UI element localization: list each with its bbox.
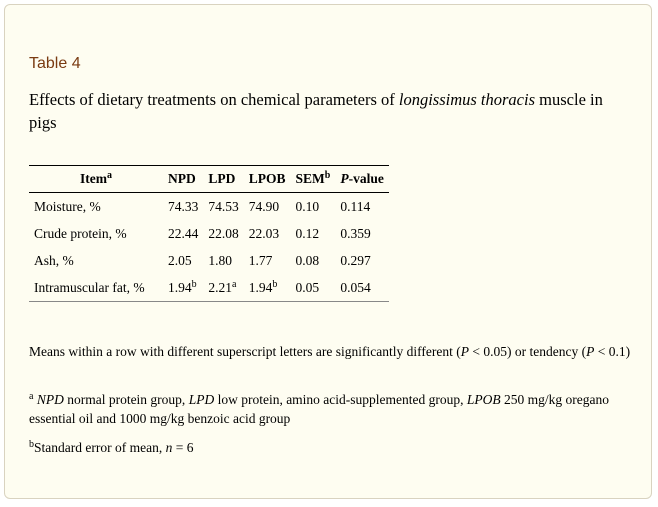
cell-lpd-value: 1.80 — [208, 252, 232, 268]
cell-lpd: 74.53 — [203, 193, 243, 221]
footnote-a: a NPD normal protein group, LPD low prot… — [29, 390, 634, 428]
table-row: Ash, % 2.05 1.80 1.77 0.08 0.297 — [29, 247, 389, 274]
row-item-label: Ash, % — [34, 252, 74, 268]
header-npd: NPD — [168, 171, 196, 186]
footnote-b-text: Standard error of mean, — [34, 440, 166, 455]
caption-text-start: Effects of dietary treatments on chemica… — [29, 90, 399, 109]
footnote-b-marker: b — [29, 439, 34, 450]
header-sem-text: SEM — [295, 171, 325, 186]
footnote-means-text-1: Means within a row with different supers… — [29, 344, 461, 359]
header-p-letter: P — [340, 171, 349, 186]
cell-sem: 0.05 — [295, 279, 320, 295]
footnote-b: bStandard error of mean, n = 6 — [29, 438, 634, 457]
footnote-a-lpob: LPOB — [466, 392, 501, 407]
table-card: Table 4 Effects of dietary treatments on… — [4, 4, 652, 499]
footnote-a-lpd: LPD — [188, 392, 215, 407]
cell-lpd-value: 22.08 — [208, 225, 239, 241]
table-caption: Effects of dietary treatments on chemica… — [29, 88, 634, 134]
cell-npd: 1.94b — [163, 274, 203, 302]
footnote-a-lpd-text: low protein, amino acid-supplemented gro… — [214, 392, 467, 407]
row-item-label: Crude protein, % — [34, 225, 127, 241]
cell-sem: 0.12 — [295, 225, 320, 241]
cell-lpd-value: 2.21 — [208, 279, 232, 295]
footnote-means-p-1: P — [460, 344, 469, 359]
cell-npd-value: 74.33 — [168, 198, 199, 214]
cell-lpd: 2.21a — [203, 274, 243, 302]
footnote-means-text-3: < 0.1) — [594, 344, 631, 359]
table-label: Table 4 — [29, 55, 81, 72]
cell-lpob-value: 1.77 — [248, 252, 273, 268]
cell-sem: 0.10 — [295, 198, 320, 214]
cell-lpob-value: 22.03 — [248, 225, 280, 241]
cell-lpob-superscript: b — [272, 278, 278, 290]
row-item-label: Moisture, % — [34, 198, 101, 214]
header-lpd: LPD — [208, 171, 236, 186]
cell-npd-value: 22.44 — [168, 225, 199, 241]
cell-npd: 2.05 — [163, 247, 203, 274]
cell-lpob-value: 74.90 — [248, 198, 280, 214]
header-row: Itema NPD LPD LPOB SEMb P-value — [29, 165, 389, 193]
cell-lpob-value: 1.94 — [248, 279, 273, 295]
header-sem-sup: b — [324, 170, 331, 181]
cell-npd-value: 2.05 — [168, 252, 192, 268]
footnote-a-marker: a — [29, 391, 34, 402]
cell-lpob: 1.94b — [244, 274, 291, 302]
header-item: Itema — [29, 166, 163, 193]
cell-lpd-superscript: a — [232, 278, 237, 290]
header-p-value: P-value — [335, 166, 389, 193]
cell-npd: 74.33 — [163, 193, 203, 221]
footnote-means-p-2: P — [586, 344, 595, 359]
header-lpob: LPOB — [248, 171, 286, 186]
caption-text-end: muscle in pigs — [29, 90, 603, 132]
cell-npd-superscript: b — [191, 278, 197, 290]
cell-lpd: 1.80 — [203, 247, 243, 274]
row-item-label: Intramuscular fat, % — [34, 279, 145, 295]
table-row: Crude protein, % 22.44 22.08 22.03 0.12 0.359 — [29, 220, 389, 247]
table-row: Intramuscular fat, % 1.94b 2.21a 1.94b 0.05 0… — [29, 274, 389, 302]
footnote-b-n: n — [165, 440, 173, 455]
cell-p-value: 0.359 — [340, 225, 371, 241]
header-item-sup: a — [107, 170, 112, 181]
cell-npd-value: 1.94 — [168, 279, 192, 295]
caption-muscle-name: longissimus thoracis — [398, 90, 536, 109]
cell-lpd-value: 74.53 — [208, 198, 239, 214]
cell-sem: 0.08 — [295, 252, 320, 268]
footnote-means-text-2: < 0.05) or tendency ( — [469, 344, 587, 359]
cell-p-value: 0.114 — [340, 198, 371, 214]
data-table: Itema NPD LPD LPOB SEMb P-value Moisture… — [29, 165, 389, 302]
footnote-means: Means within a row with different supers… — [29, 342, 634, 361]
footnote-b-value: = 6 — [172, 440, 194, 455]
cell-lpob: 22.03 — [244, 220, 291, 247]
footnote-a-lpob-text: 250 mg/kg oregano essential oil and 1000… — [29, 392, 610, 426]
footnote-a-npd-text: normal protein group, — [63, 392, 189, 407]
cell-npd: 22.44 — [163, 220, 203, 247]
header-item-text: Item — [80, 171, 107, 186]
table-row: Moisture, % 74.33 74.53 74.90 0.10 0.114 — [29, 193, 389, 221]
header-sem: SEMb — [291, 166, 336, 193]
cell-p-value: 0.297 — [340, 252, 371, 268]
cell-p-value: 0.054 — [340, 279, 371, 295]
cell-lpob: 74.90 — [244, 193, 291, 221]
header-p-rest: -value — [348, 171, 384, 186]
cell-lpob: 1.77 — [244, 247, 291, 274]
cell-lpd: 22.08 — [203, 220, 243, 247]
footnote-a-npd: NPD — [36, 392, 64, 407]
